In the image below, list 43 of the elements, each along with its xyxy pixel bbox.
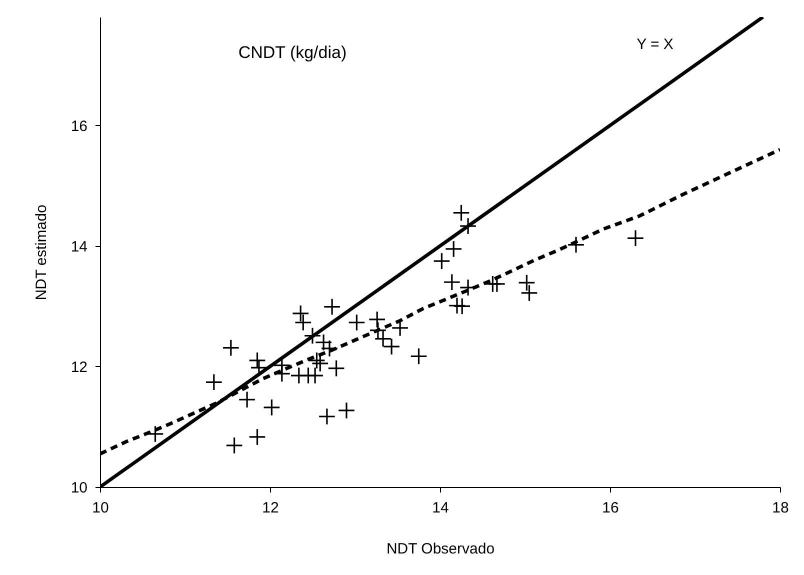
point bbox=[453, 298, 471, 315]
y-tick-label: 10 bbox=[70, 480, 88, 496]
point bbox=[292, 304, 310, 322]
point bbox=[328, 360, 346, 377]
point bbox=[338, 402, 356, 420]
x-tick-label: 18 bbox=[772, 500, 789, 516]
point bbox=[222, 339, 240, 357]
point bbox=[226, 436, 244, 454]
x-axis-title: NDT Observado bbox=[386, 540, 495, 558]
point bbox=[348, 314, 366, 332]
y-tick-label: 14 bbox=[70, 238, 88, 256]
point bbox=[308, 352, 326, 370]
x-tick-label: 16 bbox=[602, 500, 619, 516]
point bbox=[311, 354, 329, 372]
point bbox=[432, 252, 450, 270]
point bbox=[443, 273, 461, 291]
text: CNDT (kg/dia) bbox=[238, 43, 347, 62]
point bbox=[567, 236, 585, 254]
point bbox=[626, 229, 644, 247]
y-tick-label: 16 bbox=[70, 118, 88, 135]
point bbox=[238, 390, 256, 408]
point bbox=[262, 398, 280, 416]
annotation: Y = X bbox=[636, 36, 674, 53]
x-tick-label: 12 bbox=[262, 500, 279, 516]
point bbox=[368, 310, 386, 328]
point bbox=[410, 348, 428, 365]
point bbox=[323, 298, 341, 316]
x-tick-label: 10 bbox=[92, 500, 109, 516]
point bbox=[520, 284, 538, 302]
point bbox=[294, 314, 312, 332]
point bbox=[448, 296, 466, 314]
point bbox=[306, 366, 324, 384]
point bbox=[248, 428, 266, 446]
point bbox=[444, 240, 462, 258]
y-axis-title: NDT estimado bbox=[32, 204, 50, 300]
point bbox=[459, 217, 477, 235]
point bbox=[205, 373, 223, 391]
y-tick-label: 12 bbox=[70, 358, 88, 376]
point bbox=[146, 425, 164, 443]
point bbox=[518, 274, 536, 292]
x-tick-label: 14 bbox=[432, 500, 449, 516]
point bbox=[452, 204, 470, 222]
point bbox=[318, 408, 336, 426]
